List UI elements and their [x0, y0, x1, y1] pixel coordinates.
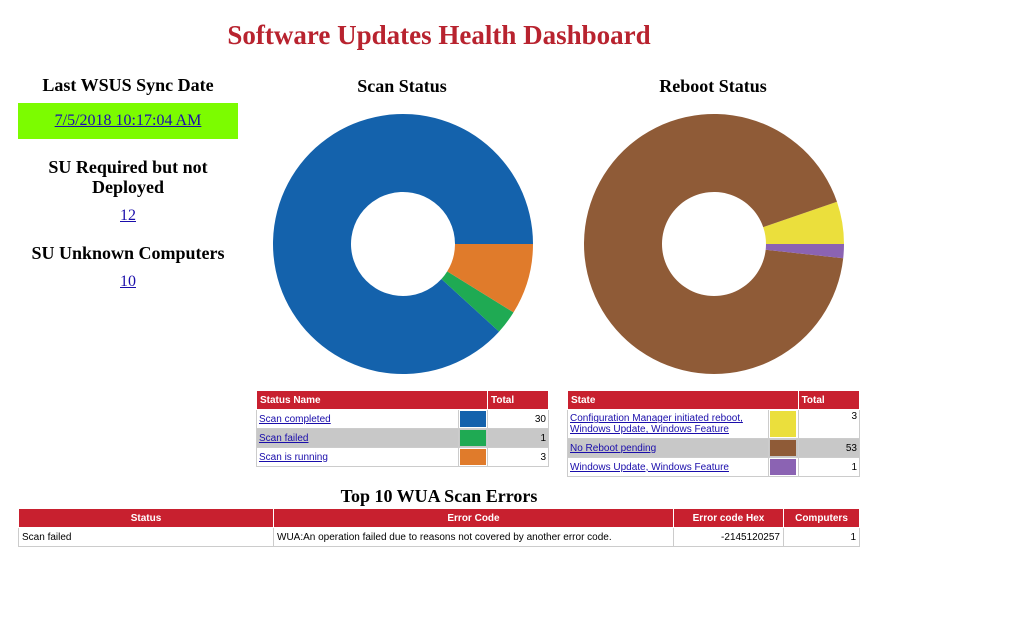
total-cell: 3: [797, 409, 861, 439]
no-reboot-pending-link[interactable]: No Reboot pending: [570, 442, 657, 454]
table-row: Scan completed 30: [256, 409, 549, 429]
errors-table: Status Error Code Error code Hex Compute…: [18, 508, 860, 547]
table-row: Configuration Manager initiated reboot, …: [566, 409, 861, 439]
col-computers: Computers: [783, 508, 860, 528]
table-row: Scan failed WUA:An operation failed due …: [18, 527, 860, 547]
config-mgr-reboot-link[interactable]: Configuration Manager initiated reboot, …: [570, 413, 743, 435]
su-required-heading: SU Required but not Deployed: [48, 157, 208, 197]
error-hex-cell: -2145120257: [673, 527, 784, 547]
scan-status-pie: [273, 113, 533, 374]
col-status: Status: [18, 508, 274, 528]
reboot-status-pie: [584, 114, 844, 375]
su-unknown-link[interactable]: 10: [120, 273, 136, 290]
legend-swatch: [460, 449, 486, 465]
error-code-cell: WUA:An operation failed due to reasons n…: [273, 527, 674, 547]
pie-slice-scan-completed: [273, 113, 533, 374]
scan-status-table: Status Name Total Scan completed 30 Scan…: [256, 390, 549, 467]
table-row: Scan failed 1: [256, 428, 549, 448]
scan-chart-title: Scan Status: [357, 76, 447, 96]
reboot-status-table: State Total Configuration Manager initia…: [566, 390, 861, 477]
status-cell: Scan failed: [18, 527, 274, 547]
pie-slice-windows-update-windows-feature: [765, 244, 844, 259]
pie-slice-no-reboot-pending: [584, 114, 844, 375]
sync-date-box: 7/5/2018 10:17:04 AM: [18, 103, 238, 139]
su-required-link[interactable]: 12: [120, 207, 136, 224]
legend-swatch: [770, 440, 797, 456]
table-row: Scan is running 3: [256, 447, 549, 467]
total-cell: 30: [487, 409, 549, 429]
errors-title: Top 10 WUA Scan Errors: [340, 486, 538, 506]
total-cell: 1: [797, 457, 861, 477]
computers-cell: 1: [783, 527, 860, 547]
scan-running-link[interactable]: Scan is running: [259, 451, 328, 463]
col-error-hex: Error code Hex: [673, 508, 784, 528]
total-cell: 53: [797, 438, 861, 458]
table-row: Windows Update, Windows Feature 1: [566, 457, 861, 477]
page-title: Software Updates Health Dashboard: [227, 20, 651, 50]
col-total: Total: [797, 390, 861, 410]
pie-slice-configuration-manager-initiated-reboot-windows-update-windows-feature: [763, 201, 844, 244]
scan-failed-link[interactable]: Scan failed: [259, 432, 309, 444]
col-total: Total: [487, 390, 549, 410]
legend-swatch: [770, 459, 797, 475]
col-error-code: Error Code: [273, 508, 674, 528]
reboot-chart-title: Reboot Status: [659, 76, 767, 96]
summary-panel: Last WSUS Sync Date 7/5/2018 10:17:04 AM…: [18, 75, 238, 291]
col-state: State: [567, 390, 799, 410]
windows-update-feature-link[interactable]: Windows Update, Windows Feature: [570, 461, 729, 473]
legend-swatch: [770, 411, 797, 437]
sync-date-link[interactable]: 7/5/2018 10:17:04 AM: [54, 112, 202, 129]
legend-swatch: [460, 430, 486, 446]
legend-swatch: [460, 411, 486, 427]
total-cell: 1: [487, 428, 549, 448]
scan-completed-link[interactable]: Scan completed: [259, 413, 331, 425]
pie-slice-scan-is-running: [447, 244, 533, 313]
su-unknown-heading: SU Unknown Computers: [31, 243, 225, 263]
col-status-name: Status Name: [256, 390, 488, 410]
total-cell: 3: [487, 447, 549, 467]
table-row: No Reboot pending 53: [566, 438, 861, 458]
sync-date-heading: Last WSUS Sync Date: [42, 75, 214, 95]
pie-slice-scan-failed: [441, 271, 514, 332]
